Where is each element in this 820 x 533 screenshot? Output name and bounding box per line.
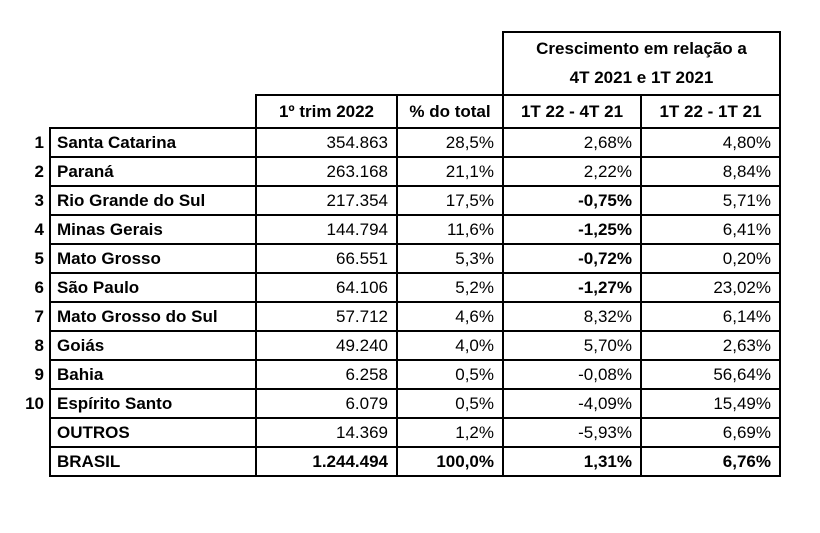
cell-state: Mato Grosso do Sul bbox=[49, 301, 257, 332]
cell-state: Espírito Santo bbox=[49, 388, 257, 419]
cell-pct-total: 5,2% bbox=[396, 272, 504, 303]
cell-pct-total: 21,1% bbox=[396, 156, 504, 187]
cell-growth-4t21: 2,68% bbox=[502, 127, 642, 158]
cell-rank: 9 bbox=[34, 364, 44, 384]
cell-growth-1t21: 2,63% bbox=[640, 330, 781, 361]
cell-q1-2022: 263.168 bbox=[255, 156, 398, 187]
cell-q1-2022: 354.863 bbox=[255, 127, 398, 158]
cell-q1-2022: 57.712 bbox=[255, 301, 398, 332]
cell-growth-1t21: 56,64% bbox=[640, 359, 781, 390]
cell-q1-2022: 14.369 bbox=[255, 417, 398, 448]
cell-state: Minas Gerais bbox=[49, 214, 257, 245]
table-row: 1 Santa Catarina 354.863 28,5% 2,68% 4,8… bbox=[8, 127, 781, 158]
cell-growth-4t21: -5,93% bbox=[502, 417, 642, 448]
group-header-line1: Crescimento em relação a bbox=[536, 39, 747, 59]
col-header-growth-4t21: 1T 22 - 4T 21 bbox=[502, 94, 642, 129]
spacer-cell bbox=[8, 32, 503, 95]
cell-rank: 8 bbox=[34, 335, 44, 355]
cell-growth-4t21: 8,32% bbox=[502, 301, 642, 332]
data-table: Crescimento em relação a 4T 2021 e 1T 20… bbox=[8, 31, 781, 477]
cell-state: BRASIL bbox=[49, 446, 257, 477]
cell-growth-1t21: 6,69% bbox=[640, 417, 781, 448]
col-header-growth-1t21: 1T 22 - 1T 21 bbox=[640, 94, 781, 129]
cell-growth-4t21: 1,31% bbox=[502, 446, 642, 477]
table-row-total: BRASIL 1.244.494 100,0% 1,31% 6,76% bbox=[8, 446, 781, 477]
cell-pct-total: 11,6% bbox=[396, 214, 504, 245]
cell-growth-1t21: 0,20% bbox=[640, 243, 781, 274]
cell-rank: 1 bbox=[34, 132, 44, 152]
cell-q1-2022: 49.240 bbox=[255, 330, 398, 361]
cell-pct-total: 28,5% bbox=[396, 127, 504, 158]
cell-growth-4t21: -4,09% bbox=[502, 388, 642, 419]
group-header: Crescimento em relação a 4T 2021 e 1T 20… bbox=[502, 31, 781, 96]
cell-state: Mato Grosso bbox=[49, 243, 257, 274]
cell-rank bbox=[8, 447, 50, 476]
cell-growth-1t21: 8,84% bbox=[640, 156, 781, 187]
cell-q1-2022: 64.106 bbox=[255, 272, 398, 303]
table-row: 10 Espírito Santo 6.079 0,5% -4,09% 15,4… bbox=[8, 388, 781, 419]
cell-rank: 7 bbox=[34, 306, 44, 326]
cell-state: Santa Catarina bbox=[49, 127, 257, 158]
cell-pct-total: 4,0% bbox=[396, 330, 504, 361]
col-header-q1-2022: 1º trim 2022 bbox=[255, 94, 398, 129]
cell-q1-2022: 1.244.494 bbox=[255, 446, 398, 477]
cell-growth-4t21: -1,25% bbox=[502, 214, 642, 245]
cell-q1-2022: 6.079 bbox=[255, 388, 398, 419]
cell-growth-1t21: 5,71% bbox=[640, 185, 781, 216]
cell-growth-1t21: 6,41% bbox=[640, 214, 781, 245]
column-header-row: 1º trim 2022 % do total 1T 22 - 4T 21 1T… bbox=[8, 94, 781, 129]
cell-pct-total: 17,5% bbox=[396, 185, 504, 216]
cell-rank: 6 bbox=[34, 277, 44, 297]
cell-rank: 5 bbox=[34, 248, 44, 268]
cell-pct-total: 1,2% bbox=[396, 417, 504, 448]
cell-rank: 2 bbox=[34, 161, 44, 181]
cell-growth-1t21: 6,14% bbox=[640, 301, 781, 332]
table-row: 7 Mato Grosso do Sul 57.712 4,6% 8,32% 6… bbox=[8, 301, 781, 332]
table-row: 4 Minas Gerais 144.794 11,6% -1,25% 6,41… bbox=[8, 214, 781, 245]
cell-state: São Paulo bbox=[49, 272, 257, 303]
cell-pct-total: 0,5% bbox=[396, 359, 504, 390]
cell-growth-4t21: -0,75% bbox=[502, 185, 642, 216]
group-header-row: Crescimento em relação a 4T 2021 e 1T 20… bbox=[8, 31, 781, 96]
cell-rank: 10 bbox=[25, 393, 44, 413]
table-row: 9 Bahia 6.258 0,5% -0,08% 56,64% bbox=[8, 359, 781, 390]
cell-rank: 3 bbox=[34, 190, 44, 210]
col-header-pct-total: % do total bbox=[396, 94, 504, 129]
table-row: 2 Paraná 263.168 21,1% 2,22% 8,84% bbox=[8, 156, 781, 187]
cell-pct-total: 4,6% bbox=[396, 301, 504, 332]
cell-growth-4t21: -0,08% bbox=[502, 359, 642, 390]
cell-growth-4t21: 2,22% bbox=[502, 156, 642, 187]
cell-growth-4t21: -0,72% bbox=[502, 243, 642, 274]
cell-rank bbox=[8, 418, 50, 447]
table-row: 3 Rio Grande do Sul 217.354 17,5% -0,75%… bbox=[8, 185, 781, 216]
cell-growth-1t21: 6,76% bbox=[640, 446, 781, 477]
cell-growth-1t21: 15,49% bbox=[640, 388, 781, 419]
cell-q1-2022: 6.258 bbox=[255, 359, 398, 390]
cell-growth-1t21: 23,02% bbox=[640, 272, 781, 303]
cell-pct-total: 100,0% bbox=[396, 446, 504, 477]
cell-pct-total: 0,5% bbox=[396, 388, 504, 419]
group-header-line2: 4T 2021 e 1T 2021 bbox=[569, 67, 714, 87]
cell-q1-2022: 144.794 bbox=[255, 214, 398, 245]
spacer-cell bbox=[8, 95, 256, 128]
cell-growth-4t21: 5,70% bbox=[502, 330, 642, 361]
cell-state: Goiás bbox=[49, 330, 257, 361]
table-row: OUTROS 14.369 1,2% -5,93% 6,69% bbox=[8, 417, 781, 448]
cell-growth-4t21: -1,27% bbox=[502, 272, 642, 303]
table-row: 8 Goiás 49.240 4,0% 5,70% 2,63% bbox=[8, 330, 781, 361]
cell-state: Bahia bbox=[49, 359, 257, 390]
cell-pct-total: 5,3% bbox=[396, 243, 504, 274]
table-row: 6 São Paulo 64.106 5,2% -1,27% 23,02% bbox=[8, 272, 781, 303]
cell-q1-2022: 217.354 bbox=[255, 185, 398, 216]
cell-state: Paraná bbox=[49, 156, 257, 187]
cell-state: Rio Grande do Sul bbox=[49, 185, 257, 216]
cell-state: OUTROS bbox=[49, 417, 257, 448]
table-row: 5 Mato Grosso 66.551 5,3% -0,72% 0,20% bbox=[8, 243, 781, 274]
cell-q1-2022: 66.551 bbox=[255, 243, 398, 274]
cell-growth-1t21: 4,80% bbox=[640, 127, 781, 158]
cell-rank: 4 bbox=[34, 219, 44, 239]
